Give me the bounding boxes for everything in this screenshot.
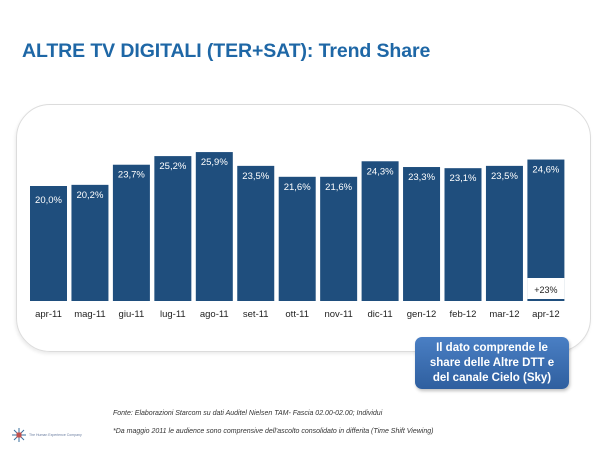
x-tick-label: nov-11 [324,309,352,320]
x-tick-label: mar-12 [489,309,519,320]
x-tick-label: set-11 [243,309,269,320]
data-label: 23,3% [408,172,435,183]
data-label: 20,0% [35,195,62,206]
data-label: 20,2% [76,190,103,201]
data-label: 24,6% [532,165,559,176]
callout-text: Il dato comprende le share delle Altre D… [429,341,555,384]
data-label: 23,1% [450,173,477,184]
bar-set-11 [237,165,275,301]
bar-gen-12 [403,167,441,301]
starburst-logo-icon [12,428,26,442]
callout-box: Il dato comprende le share delle Altre D… [415,337,569,389]
x-tick-label: giu-11 [119,309,145,320]
bar-ago-11 [195,152,233,301]
logo-text: The Human Experience Company [29,433,82,437]
bar-apr-11 [30,186,67,301]
x-tick-label: ago-11 [200,309,229,320]
data-label: 21,6% [284,182,311,193]
x-tick-label: feb-12 [450,309,477,320]
bar-mag-11 [71,184,109,301]
bar-giu-11 [112,164,150,301]
data-label: 24,3% [367,166,394,177]
annotation-label: +23% [534,285,557,295]
x-tick-label: ott-11 [285,309,309,320]
company-logo: The Human Experience Company [12,428,82,442]
data-label: 23,7% [118,170,145,181]
x-tick-label: mag-11 [74,309,106,320]
annotation-band [527,278,565,299]
bar-dic-11 [361,161,399,301]
chart-frame [16,104,591,352]
x-tick-label: apr-12 [532,309,559,320]
bar-feb-12 [444,168,482,301]
timeshift-footnote: *Da maggio 2011 le audience sono compren… [113,428,434,435]
bar-lug-11 [154,156,192,301]
source-footnote: Fonte: Elaborazioni Starcom su dati Audi… [113,410,383,417]
data-label: 25,2% [159,161,186,172]
bar-nov-11 [320,176,358,301]
x-tick-label: apr-11 [35,309,62,320]
bar-mar-12 [485,165,523,301]
data-label: 21,6% [325,182,352,193]
x-tick-label: lug-11 [160,309,186,320]
page-title: ALTRE TV DIGITALI (TER+SAT): Trend Share [22,40,431,62]
data-label: 23,5% [242,171,269,182]
data-label: 23,5% [491,171,518,182]
bar-ott-11 [278,176,316,301]
bar-apr-12 [527,159,565,301]
data-label: 25,9% [201,157,228,168]
x-tick-label: gen-12 [407,309,437,320]
x-tick-label: dic-11 [368,309,393,320]
